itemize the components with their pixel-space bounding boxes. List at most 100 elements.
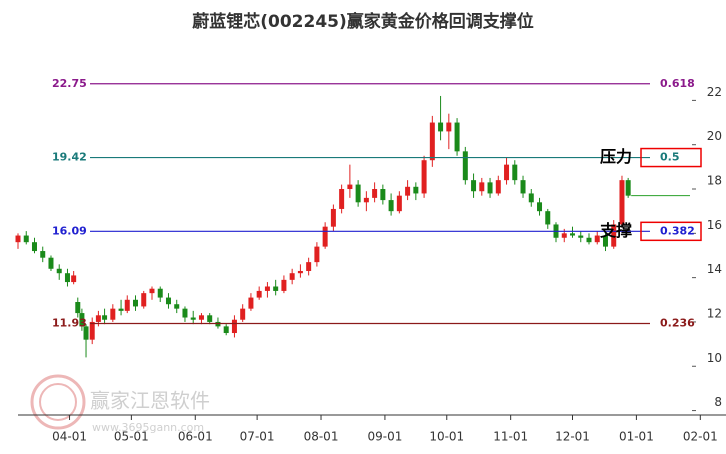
candle-body <box>396 195 402 212</box>
candle-body <box>602 235 608 247</box>
candle-body <box>528 193 534 203</box>
y-tick-label: 18 <box>707 174 722 188</box>
candle-body <box>363 197 369 203</box>
candle-body <box>71 275 77 283</box>
candle-body <box>118 308 124 311</box>
fib-ratio-label: 0.5 <box>660 151 680 164</box>
x-tick-label: 07-01 <box>240 430 275 444</box>
candle-body <box>48 257 54 269</box>
candle-body <box>240 308 246 320</box>
candle-body <box>388 200 394 212</box>
candle-body <box>446 122 452 132</box>
y-tick-label: 20 <box>707 129 722 143</box>
candle-body <box>429 122 435 161</box>
x-tick-label: 08-01 <box>304 430 339 444</box>
candle-body <box>471 180 477 192</box>
candle-body <box>355 184 361 203</box>
candle-body <box>174 304 180 309</box>
candle-body <box>95 315 101 322</box>
candle-body <box>339 189 345 209</box>
candle-body <box>306 262 312 271</box>
candle-body <box>619 180 625 225</box>
candle-body <box>124 299 130 311</box>
watermark-url: www.3695gann.com <box>92 421 204 434</box>
x-tick-label: 10-01 <box>429 430 464 444</box>
candle-body <box>520 180 526 194</box>
fib-ratio-label: 0.618 <box>660 77 695 90</box>
candle-body <box>495 180 501 194</box>
candle-body <box>405 186 411 196</box>
candle-body <box>248 297 254 309</box>
x-tick-label: 01-01 <box>619 430 654 444</box>
fib-highlight-box <box>640 221 702 242</box>
candle-body <box>504 164 510 181</box>
y-tick-label: 10 <box>707 351 722 365</box>
candle-body <box>75 302 81 314</box>
watermark: 赢家江恩软件 www.3695gann.com <box>30 374 210 434</box>
candle-body <box>231 319 237 334</box>
candle-body <box>625 180 631 196</box>
fib-ratio-label: 0.382 <box>660 224 695 237</box>
x-tick-label: 06-01 <box>178 430 213 444</box>
candle-body <box>79 313 85 327</box>
fib-price-label: 19.42 <box>52 151 87 164</box>
candle-body <box>273 286 279 291</box>
candle-body <box>264 286 270 291</box>
y-tick-label: 16 <box>707 218 722 232</box>
fib-note: 支撑 <box>599 221 632 240</box>
x-tick-label: 02-01 <box>683 430 718 444</box>
candle-body <box>83 326 89 340</box>
chart-title: 蔚蓝锂芯(002245)赢家黄金价格回调支撑位 <box>192 11 534 32</box>
candle-body <box>578 235 584 238</box>
candle-body <box>537 202 543 212</box>
watermark-logo <box>30 374 86 430</box>
candle-body <box>611 224 617 247</box>
candle-body <box>297 270 303 274</box>
candle-body <box>23 235 29 243</box>
candle-body <box>561 233 567 238</box>
x-tick-label: 04-01 <box>52 430 87 444</box>
candle-body <box>322 226 328 247</box>
candle-body <box>132 299 138 307</box>
watermark-text: 赢家江恩软件 <box>90 389 210 413</box>
candle-body <box>89 321 95 340</box>
fib-highlight-box <box>640 147 702 168</box>
candle-body <box>487 182 493 194</box>
candle-body <box>182 308 188 318</box>
y-tick-label: 12 <box>707 306 722 320</box>
candle-body <box>64 273 70 283</box>
candle-body <box>56 268 62 274</box>
fib-note: 压力 <box>600 147 632 166</box>
candle-body <box>215 321 221 327</box>
y-tick-label: 14 <box>707 262 722 276</box>
candle-body <box>198 315 204 320</box>
x-tick-label: 09-01 <box>367 430 402 444</box>
candle-body <box>31 242 37 252</box>
candle-body <box>207 315 213 322</box>
candle-body <box>330 208 336 227</box>
candle-body <box>289 273 295 280</box>
candle-body <box>512 164 518 181</box>
candle-body <box>454 122 460 152</box>
candle-body <box>347 184 353 190</box>
candle-body <box>413 186 419 194</box>
candle-body <box>479 182 485 192</box>
fib-price-label: 22.75 <box>52 77 87 90</box>
candle-body <box>372 189 378 198</box>
fib-price-label: 11.93 <box>52 316 87 329</box>
candle-body <box>149 288 155 294</box>
fib-ratio-label: 0.236 <box>660 316 695 329</box>
x-tick-label: 05-01 <box>114 430 149 444</box>
candle-body <box>40 251 46 258</box>
candle-body <box>462 151 468 181</box>
candle-body <box>190 317 196 320</box>
candle-body <box>314 246 320 263</box>
candle-body <box>545 211 551 225</box>
fib-price-label: 16.09 <box>52 224 87 237</box>
x-tick-label: 12-01 <box>555 430 590 444</box>
y-tick-label: 22 <box>707 85 722 99</box>
candle-body <box>421 160 427 194</box>
candle-body <box>586 237 592 243</box>
y-tick-label: 8 <box>714 395 722 409</box>
